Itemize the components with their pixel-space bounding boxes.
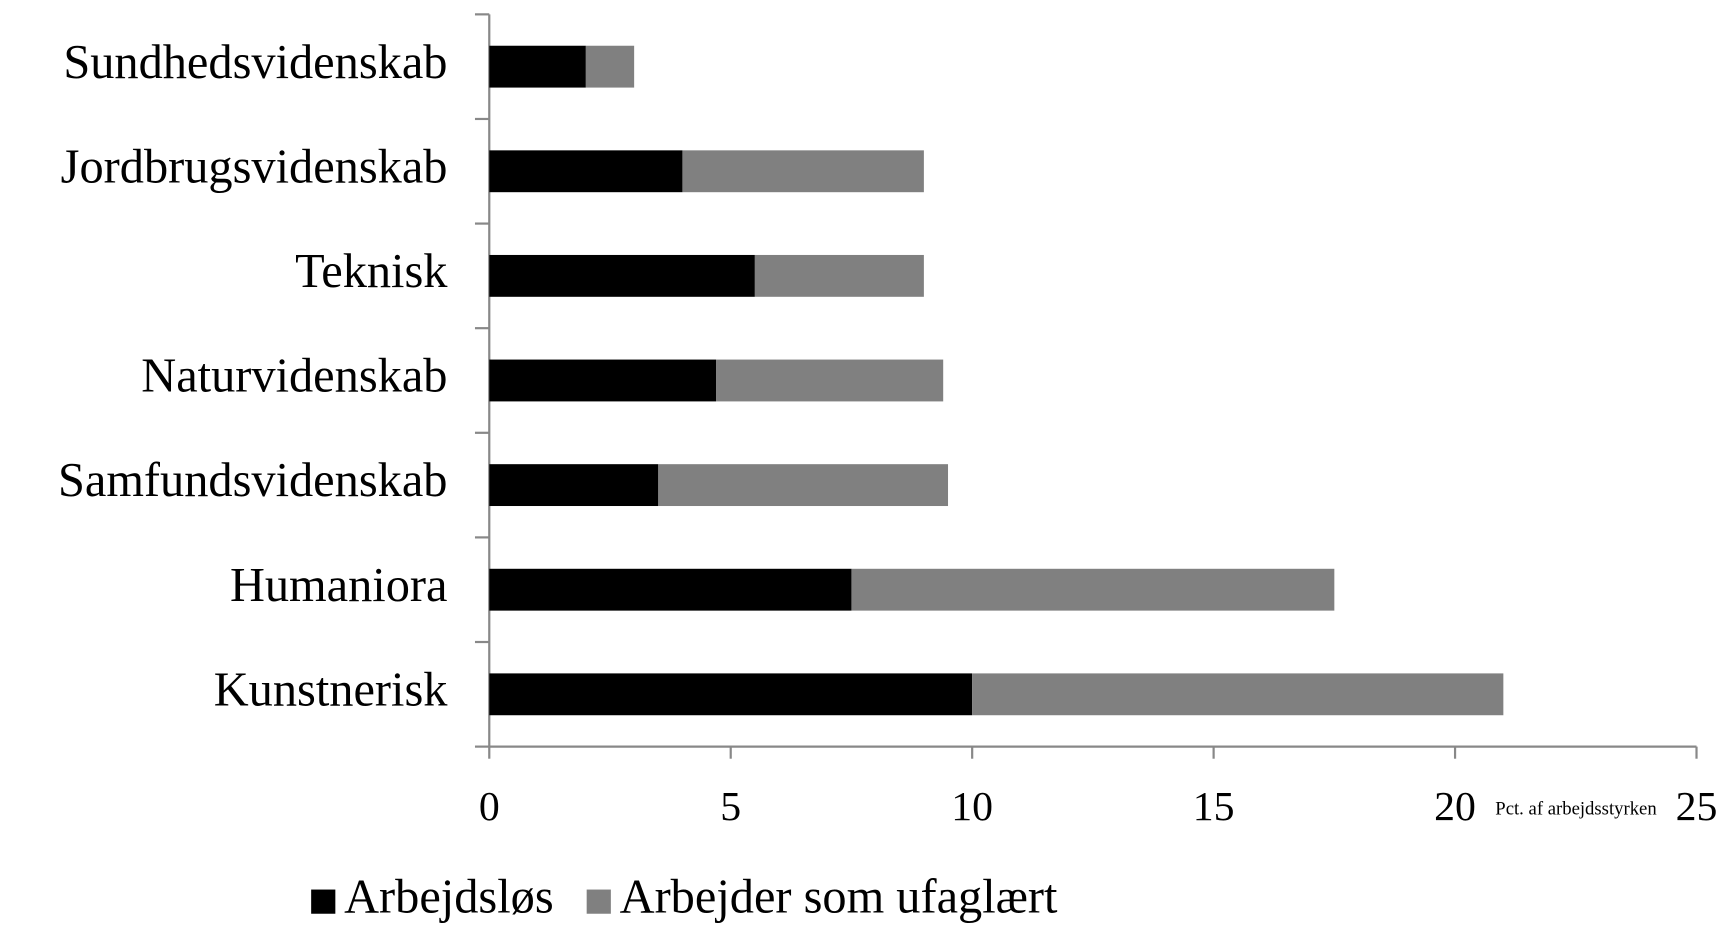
bar-segment [489,568,852,611]
legend-label: Arbejdsløs [344,871,554,924]
bar-segment [851,568,1335,611]
x-tick-label: 10 [951,784,993,830]
legend-label: Arbejder som ufaglært [620,871,1058,924]
y-tick-label: Sundhedsvidenskab [63,36,447,89]
y-tick-label: Jordbrugsvidenskab [61,140,448,193]
bar-segment [489,464,659,507]
bar-segment [716,359,944,402]
y-tick-label: Samfundsvidenskab [58,454,448,507]
bar-segment [658,464,949,507]
x-tick-label: 5 [720,784,741,830]
bar-segment [489,673,973,716]
bar-segment [489,254,755,297]
bar-segment [682,150,924,193]
legend-swatch [586,889,611,914]
bar-segment [489,45,586,88]
y-tick-label: Naturvidenskab [141,350,447,403]
x-tick-label: 25 [1676,784,1718,830]
y-tick-label: Teknisk [295,245,448,298]
bar-segment [489,359,717,402]
bar-segment [972,673,1504,716]
legend-swatch [311,889,336,914]
bar-segment [754,254,924,297]
x-axis-label: Pct. af arbejdsstyrken [1495,799,1657,820]
y-tick-label: Kunstnerisk [214,663,449,716]
bar-segment [585,45,635,88]
x-tick-label: 15 [1193,784,1235,830]
bar-segment [489,150,683,193]
y-tick-label: Humaniora [230,559,448,612]
x-tick-label: 20 [1434,784,1476,830]
x-tick-label: 0 [479,784,500,830]
